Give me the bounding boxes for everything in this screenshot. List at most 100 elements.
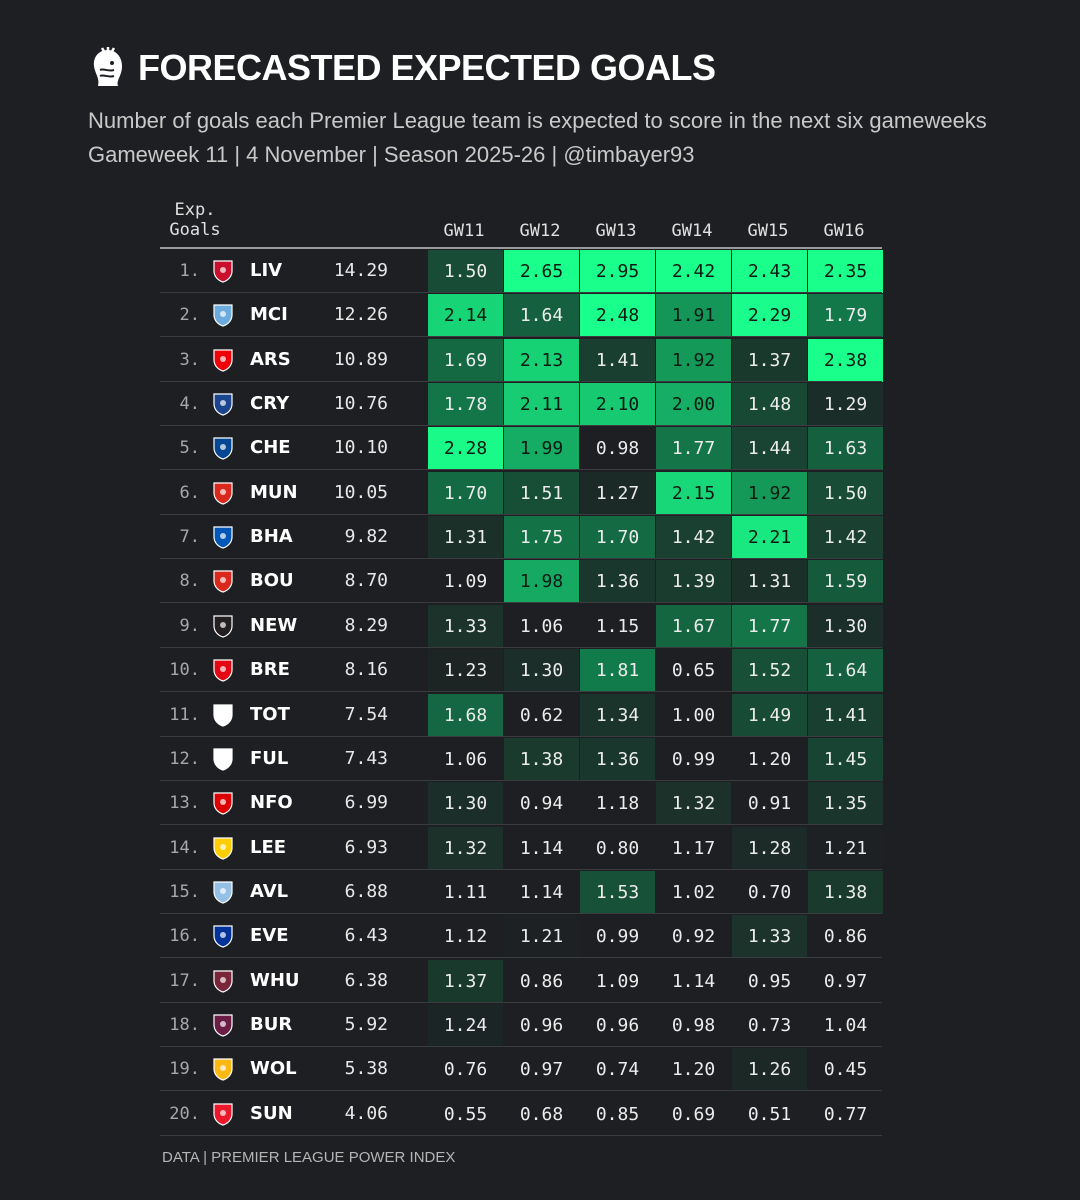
expected-goals-total: 6.99 — [344, 792, 388, 814]
xg-cell: 1.23 — [428, 649, 503, 693]
xg-cell: 1.32 — [656, 782, 731, 826]
data-source: DATA | PREMIER LEAGUE POWER INDEX — [162, 1149, 456, 1166]
xg-cell: 1.77 — [732, 604, 807, 648]
table-row: 3. ARS 10.89 1.69 2.13 1.41 1.92 1.37 2.38 — [160, 338, 883, 382]
rank-label: 8. — [179, 571, 200, 592]
xg-cell: 1.24 — [428, 1003, 503, 1047]
expected-goals-total: 8.29 — [344, 614, 388, 636]
rank-label: 4. — [179, 394, 200, 415]
row-divider — [160, 469, 882, 471]
row-divider — [160, 868, 882, 870]
team-name: NFO — [250, 792, 293, 814]
xg-cell: 2.43 — [732, 250, 807, 293]
team-crest-icon — [213, 1103, 233, 1126]
team-crest-icon — [213, 881, 233, 904]
xg-cell: 1.48 — [732, 383, 807, 427]
team-name: TOT — [250, 703, 290, 725]
rank-label: 12. — [169, 748, 200, 769]
xg-cell: 1.91 — [656, 294, 731, 338]
xg-cell: 1.31 — [732, 560, 807, 604]
xg-cell: 0.77 — [808, 1092, 883, 1136]
expected-goals-total: 12.26 — [333, 304, 388, 326]
xg-cell: 1.38 — [808, 870, 883, 914]
expected-goals-total: 5.92 — [344, 1013, 388, 1035]
table-row: 18. BUR 5.92 1.24 0.96 0.96 0.98 0.73 1.04 — [160, 1003, 883, 1047]
team-name: MCI — [250, 304, 288, 326]
xg-cell: 0.92 — [656, 915, 731, 959]
xg-cell: 1.09 — [428, 560, 503, 604]
row-divider — [160, 691, 882, 693]
xg-cell: 1.37 — [732, 338, 807, 382]
table-row: 20. SUN 4.06 0.55 0.68 0.85 0.69 0.51 0.77 — [160, 1092, 883, 1136]
team-crest-icon — [213, 349, 233, 372]
table-row: 16. EVE 6.43 1.12 1.21 0.99 0.92 1.33 0.86 — [160, 914, 883, 959]
expected-goals-total: 10.05 — [333, 481, 388, 503]
team-crest-icon — [213, 437, 233, 461]
xg-cell: 1.21 — [808, 826, 883, 870]
table-row: 10. BRE 8.16 1.23 1.30 1.81 0.65 1.52 1.64 — [160, 648, 883, 693]
expected-goals-total: 6.38 — [344, 969, 388, 991]
xg-cell: 1.17 — [656, 826, 731, 870]
gw-header: GW15 — [747, 221, 789, 241]
xg-cell: 1.92 — [732, 471, 807, 515]
row-divider — [160, 735, 882, 737]
xg-cell: 1.50 — [808, 471, 883, 515]
team-crest-icon — [213, 748, 233, 771]
xg-cell: 0.62 — [504, 693, 579, 737]
team-name: EVE — [250, 925, 289, 947]
rank-label: 18. — [169, 1014, 200, 1035]
xg-cell: 1.68 — [428, 693, 503, 737]
xg-cell: 1.67 — [656, 604, 731, 648]
xg-cell: 2.29 — [732, 294, 807, 338]
xg-cell: 1.39 — [656, 560, 731, 604]
xg-cell: 1.64 — [504, 294, 579, 338]
expected-goals-total: 7.54 — [344, 703, 388, 725]
table-row: 13. NFO 6.99 1.30 0.94 1.18 1.32 0.91 1.35 — [160, 781, 883, 826]
row-divider — [160, 912, 882, 914]
rank-label: 16. — [169, 926, 200, 947]
expected-goals-total: 7.43 — [344, 747, 388, 769]
row-divider — [160, 292, 882, 293]
xg-cell: 0.97 — [808, 959, 883, 1003]
team-name: BHA — [250, 526, 293, 548]
expected-goals-total: 14.29 — [333, 260, 388, 281]
table-row: 5. CHE 10.10 2.28 1.99 0.98 1.77 1.44 1.63 — [160, 426, 883, 471]
rank-label: 13. — [169, 793, 200, 814]
table-row: 14. LEE 6.93 1.32 1.14 0.80 1.17 1.28 1.21 — [160, 826, 883, 870]
xg-cell: 2.15 — [656, 471, 731, 515]
xg-cell: 2.13 — [504, 338, 579, 382]
xg-cell: 0.91 — [732, 782, 807, 826]
expected-goals-total: 4.06 — [344, 1102, 388, 1124]
xg-cell: 0.95 — [732, 959, 807, 1003]
xg-cell: 0.99 — [580, 915, 655, 959]
xg-cell: 1.79 — [808, 294, 883, 338]
table-row: 6. MUN 10.05 1.70 1.51 1.27 2.15 1.92 1.50 — [160, 471, 883, 515]
team-crest-icon — [213, 836, 233, 860]
rank-label: 10. — [169, 660, 200, 681]
xg-cell: 1.77 — [656, 427, 731, 471]
team-crest-icon — [213, 1058, 233, 1081]
xg-cell: 2.28 — [428, 427, 503, 471]
rank-label: 14. — [169, 837, 200, 858]
xg-cell: 1.14 — [656, 959, 731, 1003]
expected-goals-total: 9.82 — [344, 526, 388, 548]
xg-cell: 0.86 — [808, 915, 883, 959]
gw-header: GW13 — [595, 221, 637, 241]
xg-cell: 0.70 — [732, 870, 807, 914]
table-row: 12. FUL 7.43 1.06 1.38 1.36 0.99 1.20 1.45 — [160, 737, 883, 781]
team-name: LIV — [250, 260, 283, 281]
team-name: LEE — [250, 836, 287, 858]
table-row: 7. BHA 9.82 1.31 1.75 1.70 1.42 2.21 1.42 — [160, 515, 883, 560]
xg-cell: 1.30 — [504, 649, 579, 693]
xg-cell: 1.41 — [580, 338, 655, 382]
xg-cell: 1.81 — [580, 649, 655, 693]
gw-header: GW14 — [671, 221, 713, 241]
team-crest-icon — [213, 615, 233, 638]
rank-label: 19. — [169, 1059, 200, 1080]
chart-subtitle: Number of goals each Premier League team… — [88, 108, 987, 133]
xg-cell: 1.04 — [808, 1003, 883, 1047]
xg-cell: 1.14 — [504, 870, 579, 914]
team-crest-icon — [213, 304, 233, 327]
xg-cell: 1.35 — [808, 782, 883, 826]
xg-cell: 1.30 — [808, 604, 883, 648]
